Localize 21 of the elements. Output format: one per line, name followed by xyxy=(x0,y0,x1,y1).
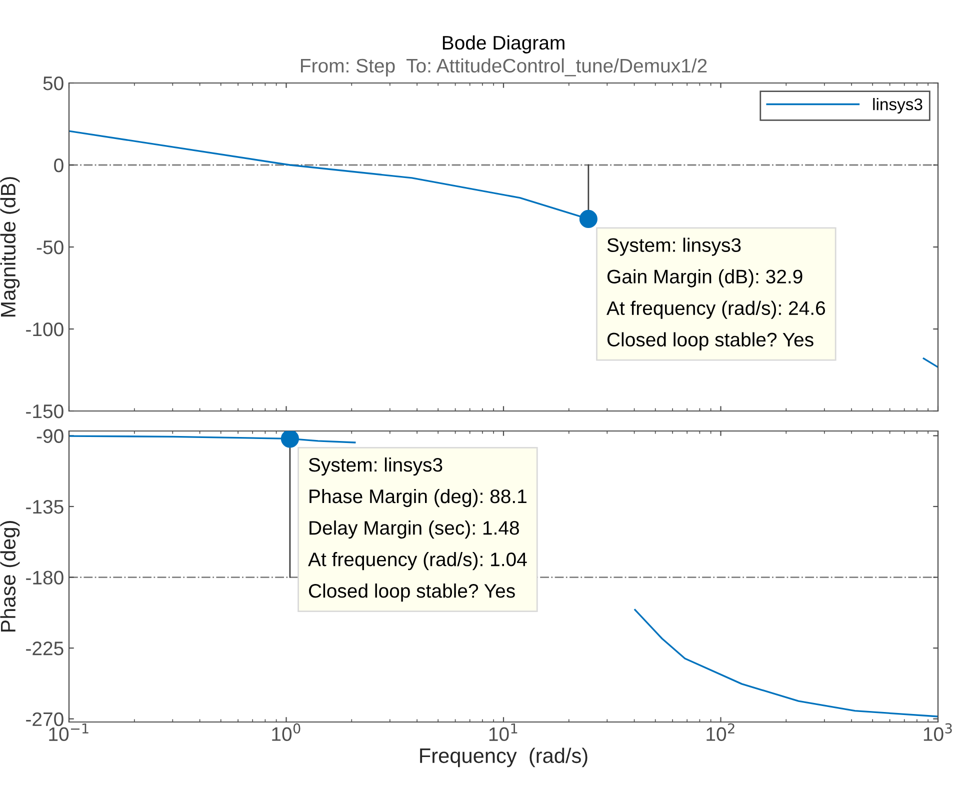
x-axis-title: Frequency (rad/s) xyxy=(420,748,588,768)
y-tick-label: -150 xyxy=(26,404,64,418)
text: linsys3 xyxy=(873,98,922,114)
y-tick-label: -225 xyxy=(26,642,64,656)
y-axis-title: Magnitude (dB) xyxy=(0,177,20,317)
chart-subtitle: From: Step To: AttitudeControl_tune/Demux1/2 xyxy=(301,58,707,76)
y-tick-label: -135 xyxy=(26,500,64,514)
annotation: System: linsys3 Phase Margin (deg): 88.1 Delay Margin (sec): 1.48 At frequency (rad/s): 1.04 Closed loop stable? Yes xyxy=(308,457,527,602)
x-tick-label: 10$^{3}$ xyxy=(924,723,952,741)
chart-title: Bode Diagram xyxy=(442,35,564,54)
x-tick-label: 10$^{0}$ xyxy=(272,723,300,741)
y-tick-label: 50 xyxy=(43,76,64,90)
y-tick-label: -90 xyxy=(36,429,64,443)
y-tick-label: -100 xyxy=(26,322,64,336)
x-tick-label: 10$^{2}$ xyxy=(706,723,734,741)
y-tick-label: -50 xyxy=(36,240,64,254)
x-tick-label: 10$^{1}$ xyxy=(489,723,518,742)
y-tick-label: 0 xyxy=(54,158,64,172)
annotation: System: linsys3 Gain Margin (dB): 32.9 At frequency (rad/s): 24.6 Closed loop stable? Yes xyxy=(606,238,826,350)
y-axis-title: Phase (deg) xyxy=(0,521,20,632)
y-tick-label: -180 xyxy=(26,570,64,585)
